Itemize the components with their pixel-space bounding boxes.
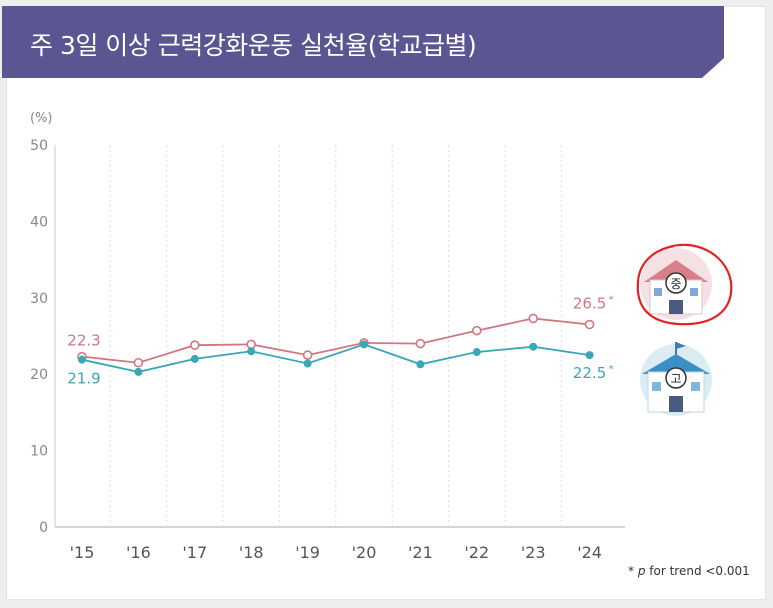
data-point-high <box>303 359 312 368</box>
footnote-star: * <box>628 564 634 578</box>
chart-card <box>6 6 766 600</box>
data-point-middle <box>584 319 595 330</box>
data-label-first-middle: 22.3 <box>67 332 100 350</box>
x-tick-label: '18 <box>239 543 264 562</box>
data-point-high <box>190 354 199 363</box>
data-point-high <box>360 340 368 349</box>
y-tick-label: 50 <box>30 138 48 154</box>
series-line-middle <box>81 317 590 364</box>
data-point-middle <box>471 325 482 336</box>
x-tick-label: '20 <box>352 543 377 562</box>
data-point-middle <box>190 340 200 350</box>
footnote: * p for trend <0.001 <box>628 564 750 578</box>
y-axis-unit: (%) <box>30 111 53 126</box>
data-point-high <box>472 348 481 357</box>
x-tick-label: '24 <box>577 543 602 562</box>
data-point-middle <box>302 350 313 360</box>
series-line-high <box>81 343 590 373</box>
high-school-icon: 고 <box>640 342 712 416</box>
title-bar: 주 3일 이상 근력강화운동 실천율(학교급별) <box>2 6 724 78</box>
x-tick-label: '16 <box>126 543 151 562</box>
x-tick-label: '22 <box>464 543 489 562</box>
chart-title: 주 3일 이상 근력강화운동 실천율(학교급별) <box>30 31 477 60</box>
middle-badge: 중 <box>670 277 681 291</box>
y-tick-label: 0 <box>39 520 48 536</box>
data-point-high <box>134 367 143 376</box>
high-badge: 고 <box>670 372 681 386</box>
data-label-last-middle: 26.5 <box>573 295 606 313</box>
x-tick-label: '21 <box>408 543 433 562</box>
footnote-text: for trend <0.001 <box>645 564 750 578</box>
data-point-middle <box>246 339 256 350</box>
y-tick-label: 30 <box>30 291 48 307</box>
x-tick-label: '23 <box>521 543 546 562</box>
title-bar-shape <box>2 6 724 78</box>
y-tick-label: 40 <box>30 214 48 230</box>
data-point-middle <box>415 338 426 349</box>
y-tick-label: 20 <box>30 367 48 383</box>
data-point-high <box>416 360 425 369</box>
data-label-mark-middle: * <box>609 295 614 306</box>
data-label-mark-high: * <box>609 364 614 375</box>
data-point-middle <box>133 357 144 368</box>
data-label-last-high: 22.5 <box>573 364 606 382</box>
data-point-high <box>585 351 594 360</box>
data-point-high <box>247 347 256 356</box>
x-tick-label: '17 <box>182 543 207 562</box>
data-label-first-high: 21.9 <box>67 370 100 388</box>
data-point-high <box>529 342 538 351</box>
middle-school-icon: 중 <box>636 243 733 326</box>
data-point-middle <box>528 313 539 324</box>
data-point-high <box>78 355 86 364</box>
y-tick-label: 10 <box>30 444 48 460</box>
red-annotation-circle <box>636 243 733 326</box>
x-tick-label: '15 <box>70 543 95 562</box>
footnote-p: p <box>637 564 646 578</box>
x-tick-label: '19 <box>295 543 320 562</box>
